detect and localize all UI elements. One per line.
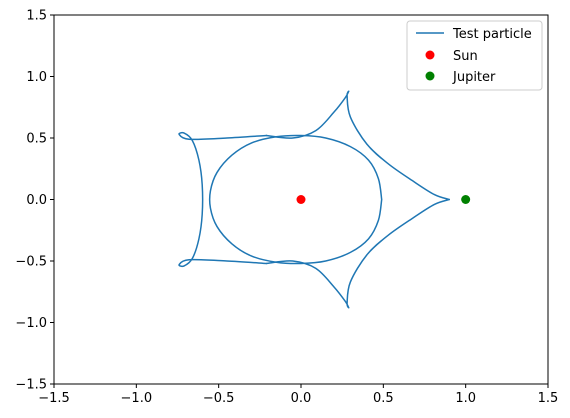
legend-label-sun: Sun <box>453 49 478 64</box>
trajectory-segment <box>265 90 450 201</box>
x-tick-label: −0.5 <box>203 391 235 406</box>
trajectory-segment <box>265 198 450 309</box>
y-tick-label: −1.5 <box>15 378 47 393</box>
legend-box <box>406 20 543 91</box>
legend-label-test-particle: Test particle <box>452 27 532 42</box>
y-tick-label: −0.5 <box>15 255 47 270</box>
plot-area <box>178 90 471 309</box>
legend: Test particle Sun Jupiter <box>406 20 543 91</box>
y-tick-label: 0.5 <box>26 132 47 147</box>
x-tick-label: 1.5 <box>538 391 559 406</box>
sun-marker <box>296 195 306 204</box>
y-tick-label: 1.5 <box>26 9 47 24</box>
trajectory-segment <box>208 134 383 265</box>
x-tick-label: −1.5 <box>38 391 70 406</box>
y-tick-label: 1.0 <box>26 70 47 85</box>
y-tick-label: −1.0 <box>15 316 47 331</box>
jupiter-marker <box>461 195 471 204</box>
x-tick-label: −1.0 <box>121 391 153 406</box>
trajectory-segment <box>178 131 268 268</box>
legend-marker-jupiter <box>425 71 435 81</box>
x-tick-label: 1.0 <box>455 391 476 406</box>
y-axis: −1.5 −1.0 −0.5 0.0 0.5 1.0 1.5 <box>15 9 54 393</box>
legend-marker-sun <box>425 50 435 60</box>
x-tick-label: 0.5 <box>373 391 394 406</box>
x-axis: −1.5 −1.0 −0.5 0.0 0.5 1.0 1.5 <box>38 384 558 406</box>
y-tick-label: 0.0 <box>26 193 47 208</box>
x-tick-label: 0.0 <box>291 391 312 406</box>
legend-label-jupiter: Jupiter <box>452 70 496 85</box>
